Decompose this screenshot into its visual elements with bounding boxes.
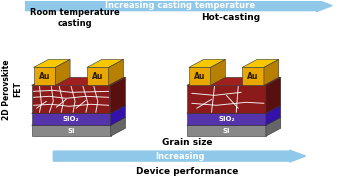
Text: SiO₂: SiO₂ bbox=[218, 116, 235, 122]
Polygon shape bbox=[187, 125, 266, 136]
Polygon shape bbox=[34, 67, 55, 85]
Polygon shape bbox=[187, 105, 281, 113]
Polygon shape bbox=[189, 60, 225, 67]
Polygon shape bbox=[266, 117, 281, 136]
Text: Device performance: Device performance bbox=[136, 167, 238, 176]
Polygon shape bbox=[111, 77, 126, 113]
Polygon shape bbox=[242, 60, 279, 67]
Polygon shape bbox=[87, 60, 124, 67]
Polygon shape bbox=[109, 60, 124, 85]
Text: 2D Perovskite
FET: 2D Perovskite FET bbox=[2, 59, 22, 120]
Text: Au: Au bbox=[92, 72, 103, 81]
Text: Si: Si bbox=[223, 128, 230, 134]
Polygon shape bbox=[187, 117, 281, 125]
Text: Au: Au bbox=[247, 72, 259, 81]
Text: SiO₂: SiO₂ bbox=[63, 116, 79, 122]
Polygon shape bbox=[32, 105, 126, 113]
Text: Room temperature
casting: Room temperature casting bbox=[30, 8, 120, 28]
Polygon shape bbox=[264, 60, 279, 85]
Polygon shape bbox=[111, 105, 126, 125]
Polygon shape bbox=[111, 117, 126, 136]
Polygon shape bbox=[187, 77, 281, 85]
Text: Hot-casting: Hot-casting bbox=[201, 13, 260, 22]
Polygon shape bbox=[32, 77, 126, 85]
Polygon shape bbox=[211, 60, 225, 85]
Text: Au: Au bbox=[39, 72, 50, 81]
Text: Increasing: Increasing bbox=[155, 152, 205, 161]
Text: Au: Au bbox=[194, 72, 205, 81]
Polygon shape bbox=[55, 60, 70, 85]
Polygon shape bbox=[32, 117, 126, 125]
Polygon shape bbox=[242, 67, 264, 85]
Polygon shape bbox=[187, 85, 266, 113]
Polygon shape bbox=[32, 85, 111, 113]
Text: Grain size: Grain size bbox=[162, 138, 212, 147]
Polygon shape bbox=[87, 67, 109, 85]
Polygon shape bbox=[32, 125, 111, 136]
Polygon shape bbox=[266, 77, 281, 113]
FancyArrow shape bbox=[53, 150, 305, 162]
Text: Si: Si bbox=[67, 128, 75, 134]
Text: Increasing casting temperature: Increasing casting temperature bbox=[105, 1, 255, 10]
Polygon shape bbox=[187, 113, 266, 125]
FancyArrow shape bbox=[26, 0, 332, 12]
Polygon shape bbox=[32, 113, 111, 125]
Polygon shape bbox=[266, 105, 281, 125]
Polygon shape bbox=[189, 67, 211, 85]
Polygon shape bbox=[34, 60, 70, 67]
